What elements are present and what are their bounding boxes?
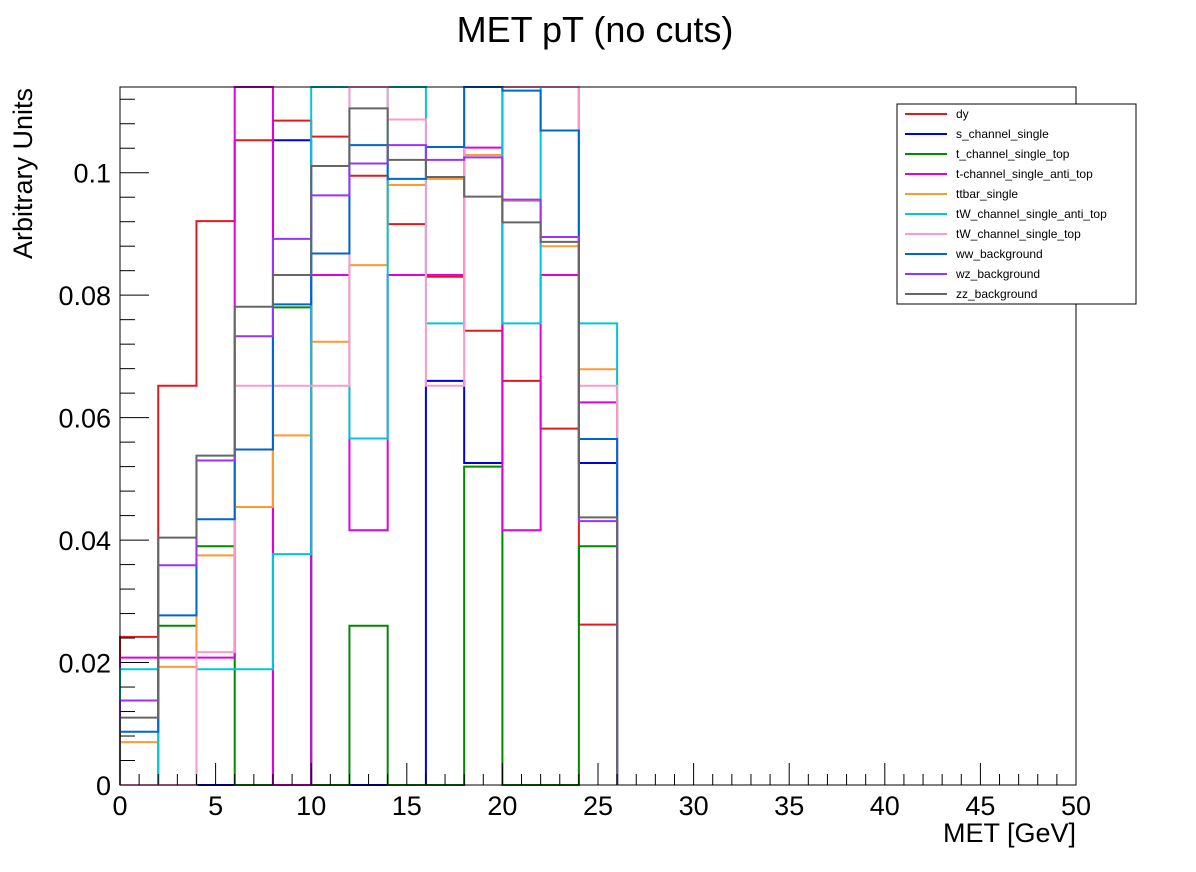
legend-entry-label: dy: [956, 107, 969, 121]
chart-title: MET pT (no cuts): [457, 9, 734, 50]
x-tick-label: 40: [870, 791, 900, 821]
legend-entry-label: s_channel_single: [956, 127, 1049, 141]
y-tick-label: 0.08: [58, 281, 111, 311]
x-tick-label: 45: [965, 791, 995, 821]
x-tick-label: 50: [1061, 791, 1091, 821]
x-axis-label: MET [GeV]: [943, 818, 1076, 848]
legend-entry-label: tW_channel_single_top: [956, 227, 1081, 241]
x-tick-label: 25: [583, 791, 613, 821]
x-tick-label: 0: [112, 791, 127, 821]
legend-entry-label: zz_background: [956, 287, 1037, 301]
x-tick-label: 20: [487, 791, 517, 821]
legend-entry-label: t_channel_single_top: [956, 147, 1070, 161]
x-tick-label: 35: [774, 791, 804, 821]
legend-box: [896, 103, 1137, 305]
legend-entry-label: wz_background: [955, 267, 1040, 281]
y-tick-label: 0.02: [58, 649, 111, 679]
y-tick-label: 0: [96, 771, 111, 801]
x-tick-label: 30: [679, 791, 709, 821]
series-line-zz_background: [119, 107, 619, 785]
legend-entry-label: t-channel_single_anti_top: [956, 167, 1093, 181]
y-axis: 0 0.02 0.04 0.06 0.08 0.1: [58, 98, 149, 801]
x-tick-label: 5: [208, 791, 223, 821]
x-tick-label: 15: [392, 791, 422, 821]
x-axis: 0 5 10 15 20 25 30 35 40 45 50: [112, 763, 1091, 821]
x-tick-label: 10: [296, 791, 326, 821]
y-axis-label: Arbitrary Units: [8, 88, 38, 259]
y-tick-label: 0.06: [58, 404, 111, 434]
legend-entry-label: ww_background: [955, 247, 1043, 261]
series-line-ww_background: [119, 86, 619, 785]
legend-entry-label: tW_channel_single_anti_top: [956, 207, 1107, 221]
legend: dy s_channel_single t_channel_single_top t-…: [896, 103, 1137, 305]
legend-entry-label: ttbar_single: [956, 187, 1018, 201]
y-tick-label: 0.1: [73, 159, 111, 189]
y-tick-label: 0.04: [58, 526, 111, 556]
